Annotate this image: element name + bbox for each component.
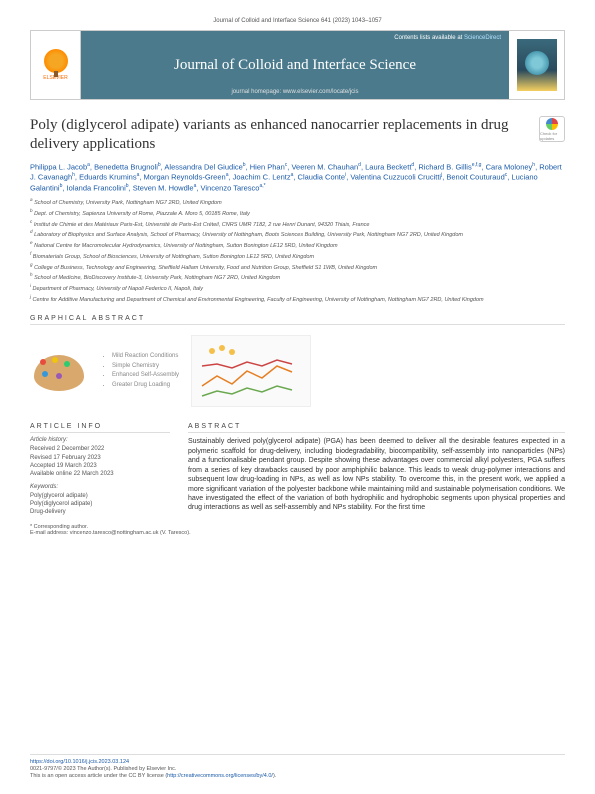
check-updates-badge[interactable]: Check for updates [539, 116, 565, 142]
graphical-abstract: Mild Reaction ConditionsSimple Chemistry… [30, 329, 565, 413]
corr-email-link[interactable]: vincenzo.taresco@nottingham.ac.uk [70, 530, 159, 536]
article-info-column: ARTICLE INFO Article history: Received 2… [30, 423, 170, 516]
ga-bullets: Mild Reaction ConditionsSimple Chemistry… [102, 352, 179, 390]
affiliation-line: h School of Medicine, BioDiscovery Insti… [30, 272, 565, 282]
article-title: Poly (diglycerol adipate) variants as en… [30, 116, 529, 154]
cover-thumb-wrap [509, 31, 564, 99]
affiliation-line: i Department of Pharmacy, University of … [30, 283, 565, 293]
abstract-text: Sustainably derived poly(glycerol adipat… [188, 437, 565, 513]
homepage-url[interactable]: www.elsevier.com/locate/jcis [283, 89, 359, 95]
abstract-column: ABSTRACT Sustainably derived poly(glycer… [188, 423, 565, 516]
affiliation-line: a School of Chemistry, University Park, … [30, 197, 565, 207]
affiliation-line: c Institut de Chimie et des Matériaux Pa… [30, 219, 565, 229]
masthead-center: Contents lists available at ScienceDirec… [81, 31, 509, 99]
ga-bullet: Enhanced Self-Assembly [112, 371, 179, 381]
keyword: Drug-delivery [30, 508, 170, 516]
history-line: Received 2 December 2022 [30, 445, 170, 453]
author-list: Philippa L. Jacoba, Benedetta Brugnolib,… [30, 162, 565, 194]
ga-bullet: Greater Drug Loading [112, 381, 179, 391]
ga-bullet: Simple Chemistry [112, 362, 179, 372]
journal-name: Journal of Colloid and Interface Science [174, 57, 416, 74]
license-link[interactable]: http://creativecommons.org/licenses/by/4… [167, 773, 273, 779]
section-graphical-abstract: GRAPHICAL ABSTRACT [30, 315, 565, 325]
page-footer: https://doi.org/10.1016/j.jcis.2023.03.1… [30, 754, 565, 780]
sciencedirect-link[interactable]: ScienceDirect [464, 35, 501, 41]
keyword: Poly(glycerol adipate) [30, 492, 170, 500]
doi-link[interactable]: https://doi.org/10.1016/j.jcis.2023.03.1… [30, 759, 129, 765]
history-line: Accepted 19 March 2023 [30, 462, 170, 470]
palette-icon [30, 347, 90, 395]
affiliation-line: f Biomaterials Group, School of Bioscien… [30, 251, 565, 261]
ga-chart-svg [192, 336, 312, 408]
ga-bullet: Mild Reaction Conditions [112, 352, 179, 362]
publisher-logo: ELSEVIER [31, 31, 81, 99]
affiliations: a School of Chemistry, University Park, … [30, 197, 565, 303]
copyright-line: 0021-9797/© 2023 The Author(s). Publishe… [30, 766, 176, 772]
affiliation-line: j Centre for Additive Manufacturing and … [30, 294, 565, 304]
affiliation-line: g College of Business, Technology and En… [30, 262, 565, 272]
elsevier-tree-icon [44, 49, 68, 73]
affiliation-line: b Dept. of Chemistry, Sapienza Universit… [30, 208, 565, 218]
keyword: Poly(diglycerol adipate) [30, 500, 170, 508]
history-line: Available online 22 March 2023 [30, 470, 170, 478]
history-line: Revised 17 February 2023 [30, 454, 170, 462]
section-abstract: ABSTRACT [188, 423, 565, 433]
crossmark-icon [546, 118, 558, 130]
affiliation-line: d Laboratory of Biophysics and Surface A… [30, 229, 565, 239]
history-heading: Article history: [30, 437, 170, 443]
contents-line: Contents lists available at ScienceDirec… [394, 35, 501, 41]
journal-masthead: ELSEVIER Contents lists available at Sci… [30, 30, 565, 100]
section-article-info: ARTICLE INFO [30, 423, 170, 433]
ga-chart [191, 335, 311, 407]
journal-cover-thumb [517, 39, 557, 91]
corresponding-author: * Corresponding author. E-mail address: … [30, 524, 565, 536]
affiliation-line: e National Centre for Macromolecular Hyd… [30, 240, 565, 250]
top-citation: Journal of Colloid and Interface Science… [30, 18, 565, 24]
keywords-heading: Keywords: [30, 484, 170, 490]
journal-homepage: journal homepage: www.elsevier.com/locat… [231, 89, 358, 95]
